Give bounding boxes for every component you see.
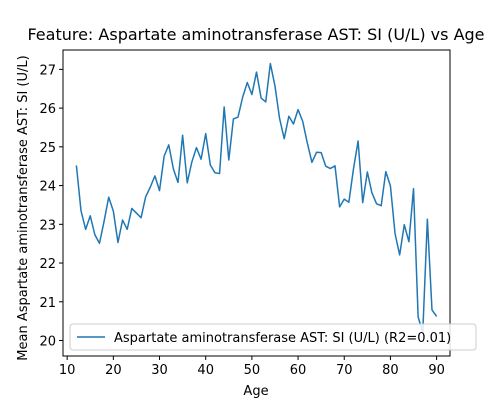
y-tick-label: 24 [39, 180, 56, 195]
y-tick-label: 21 [39, 296, 56, 311]
y-tick-label: 23 [39, 218, 56, 233]
y-axis-label: Mean Aspartate aminotransferase AST: SI … [16, 55, 31, 360]
plot-frame [62, 49, 451, 357]
x-tick-label: 60 [290, 363, 307, 378]
x-tick-label: 70 [336, 363, 353, 378]
x-tick-label: 90 [428, 363, 445, 378]
series-line-0 [75, 62, 438, 334]
x-tick-label: 40 [197, 363, 214, 378]
y-tick-label: 20 [39, 335, 56, 350]
y-tick-label: 27 [39, 63, 56, 78]
series-group [75, 62, 438, 334]
y-tick-label: 25 [39, 141, 56, 156]
chart-title: Feature: Aspartate aminotransferase AST:… [27, 25, 484, 44]
x-axis-label: Age [243, 384, 268, 399]
legend: Aspartate aminotransferase AST: SI (U/L)… [69, 323, 477, 351]
x-tick-label: 20 [105, 363, 122, 378]
x-tick-label: 30 [151, 363, 168, 378]
legend-box [69, 323, 477, 351]
x-tick-label: 80 [382, 363, 399, 378]
x-axis: 10 20 30 40 50 60 70 80 90 [59, 356, 445, 378]
y-tick-label: 26 [39, 102, 56, 117]
x-tick-label: 50 [244, 363, 261, 378]
y-axis: 20 21 22 23 24 25 26 27 [39, 63, 63, 350]
legend-entry-label: Aspartate aminotransferase AST: SI (U/L)… [114, 331, 451, 346]
y-tick-label: 22 [39, 257, 56, 272]
x-tick-label: 10 [59, 363, 76, 378]
